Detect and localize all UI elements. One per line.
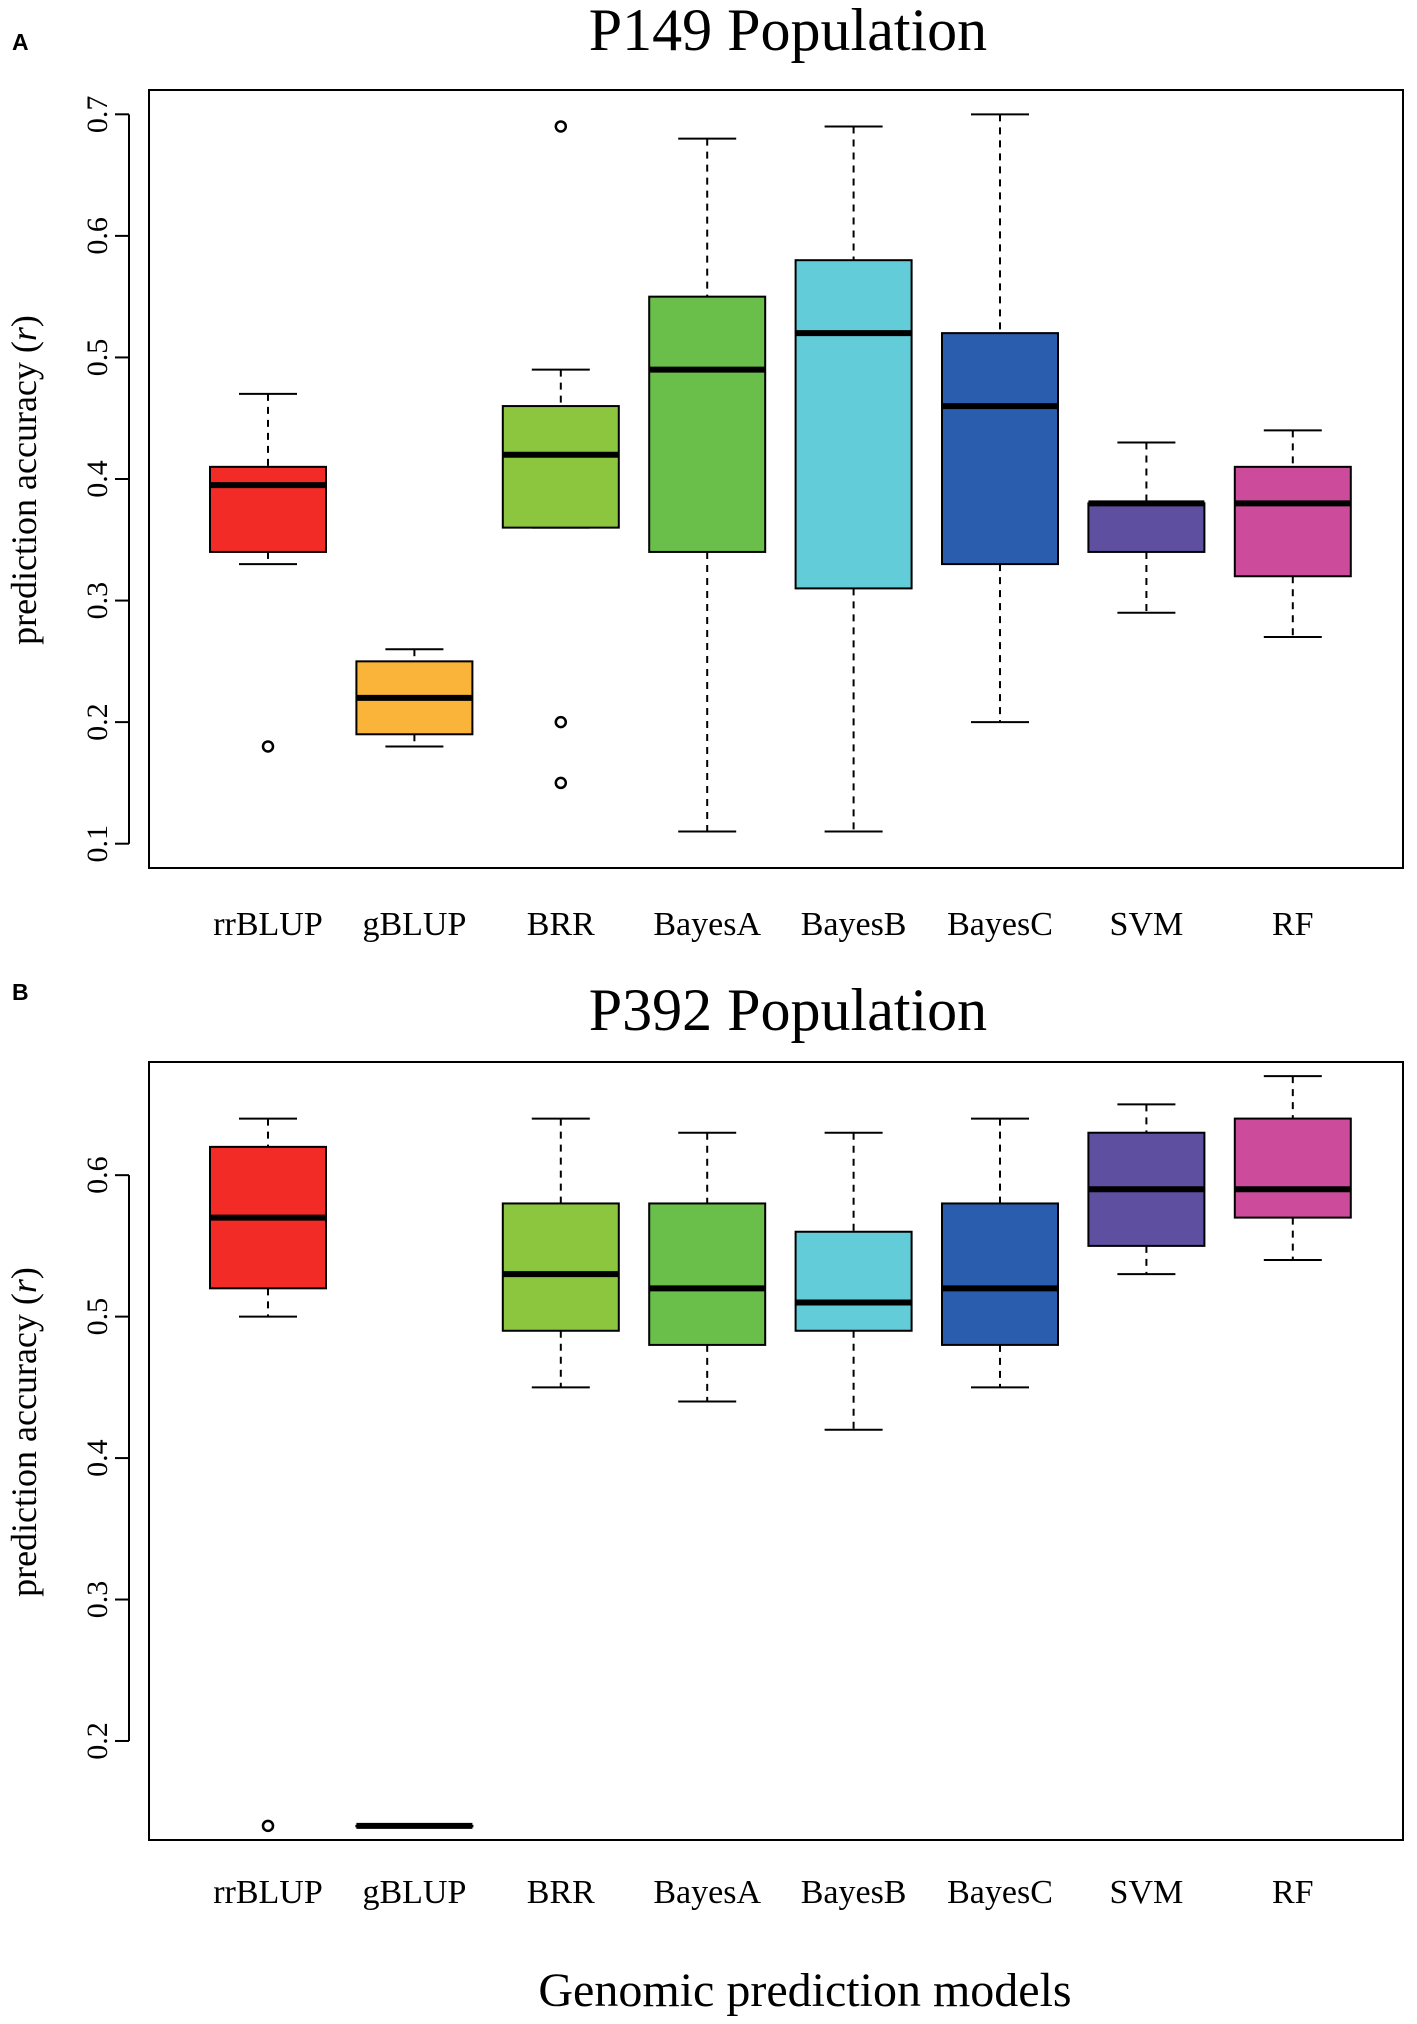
panel-b-y-axis-label-main: prediction accuracy ( bbox=[4, 1293, 44, 1597]
panel-a-axes: 0.1 0.2 0.3 0.4 0.5 0.6 0.7 bbox=[81, 96, 130, 863]
panel-b-y-tick-label: 0.5 bbox=[81, 1298, 114, 1336]
x-tick-label: BRR bbox=[527, 906, 595, 943]
panel-b-box-bayesb: BayesB bbox=[794, 1131, 913, 1911]
panel-a-title: P149 Population bbox=[589, 0, 987, 63]
panel-a-y-axis-label-main: prediction accuracy ( bbox=[4, 341, 44, 645]
panel-b: B P392 Population prediction accuracy (r… bbox=[4, 977, 1404, 1911]
x-tick-label: BayesA bbox=[653, 906, 761, 943]
x-tick-label: BayesB bbox=[801, 1874, 907, 1911]
panel-b-y-axis-label-close: ) bbox=[4, 1267, 44, 1279]
x-tick-label: BayesC bbox=[947, 1874, 1053, 1911]
panel-b-box-rrblup: rrBLUP bbox=[209, 1117, 327, 1911]
panel-a-label: A bbox=[12, 29, 29, 55]
panel-a-y-axis-label-close: ) bbox=[4, 315, 44, 327]
x-tick-label: RF bbox=[1272, 1874, 1314, 1911]
x-tick-label: BayesA bbox=[653, 1874, 761, 1911]
panel-a-y-tick-label: 0.2 bbox=[81, 703, 114, 741]
panel-a-y-axis-label-var: r bbox=[4, 326, 44, 341]
panel-b-plot-frame bbox=[148, 1061, 1404, 1841]
x-tick-label: BRR bbox=[527, 1874, 595, 1911]
box-body bbox=[1233, 465, 1352, 578]
panel-b-box-rf: RF bbox=[1233, 1075, 1352, 1911]
box-body bbox=[1233, 1117, 1352, 1219]
panel-a-box-bayesc: BayesC bbox=[941, 113, 1059, 943]
panel-b-y-tick-label: 0.2 bbox=[81, 1722, 114, 1760]
panel-a-box-brr: BRR bbox=[501, 120, 620, 943]
panel-b-axes: 0.2 0.3 0.4 0.5 0.6 bbox=[81, 1156, 130, 1760]
box-body bbox=[794, 1230, 913, 1332]
panel-a-box-rf: RF bbox=[1233, 429, 1352, 943]
outlier-point bbox=[261, 740, 275, 753]
panel-b-y-tick-label: 0.3 bbox=[81, 1581, 114, 1619]
outlier-point bbox=[554, 120, 568, 133]
panel-b-boxes: rrBLUP gBLUP BRR BayesA BayesB BayesC SVM RF bbox=[209, 1075, 1352, 1911]
panel-a-y-tick-label: 0.1 bbox=[81, 825, 114, 863]
panel-a-plot-frame bbox=[148, 89, 1404, 869]
panel-a: A P149 Population prediction accuracy (r… bbox=[4, 0, 1404, 943]
outlier-point bbox=[554, 715, 568, 729]
x-tick-label: BayesB bbox=[801, 906, 907, 943]
x-tick-label: SVM bbox=[1110, 1874, 1184, 1911]
box-body bbox=[648, 295, 767, 553]
panel-b-box-bayesa: BayesA bbox=[648, 1131, 767, 1911]
x-tick-label: SVM bbox=[1110, 906, 1184, 943]
panel-a-box-gblup: gBLUP bbox=[355, 648, 474, 943]
x-tick-label: gBLUP bbox=[362, 1874, 466, 1911]
box-body bbox=[209, 465, 327, 553]
panel-b-y-axis-label-var: r bbox=[4, 1278, 44, 1293]
x-tick-label: RF bbox=[1272, 906, 1314, 943]
panel-a-box-bayesb: BayesB bbox=[794, 125, 913, 943]
box-body bbox=[501, 1202, 620, 1332]
panel-b-y-tick-label: 0.4 bbox=[81, 1439, 114, 1477]
panel-b-y-axis-label: prediction accuracy (r) bbox=[4, 1267, 44, 1597]
x-tick-label: gBLUP bbox=[362, 906, 466, 943]
panel-b-y-tick-label: 0.6 bbox=[81, 1156, 114, 1194]
outlier-point bbox=[554, 776, 568, 790]
panel-a-y-tick-label: 0.3 bbox=[81, 582, 114, 620]
box-body bbox=[501, 405, 620, 529]
panel-a-y-tick-label: 0.5 bbox=[81, 339, 114, 377]
panel-a-box-rrblup: rrBLUP bbox=[209, 392, 327, 943]
panel-b-label: B bbox=[12, 979, 29, 1005]
box-body bbox=[648, 1202, 767, 1346]
panel-b-box-bayesc: BayesC bbox=[941, 1117, 1059, 1911]
panel-a-y-axis-label: prediction accuracy (r) bbox=[4, 315, 44, 645]
panel-a-y-tick-label: 0.4 bbox=[81, 460, 114, 498]
panel-a-box-bayesa: BayesA bbox=[648, 137, 767, 943]
box-body bbox=[941, 332, 1059, 566]
box-body bbox=[1087, 502, 1206, 553]
x-tick-label: rrBLUP bbox=[213, 1874, 323, 1911]
x-tick-label: rrBLUP bbox=[213, 906, 323, 943]
x-axis-title: Genomic prediction models bbox=[538, 1964, 1071, 2017]
panel-a-y-tick-label: 0.6 bbox=[81, 217, 114, 255]
panel-a-boxes: rrBLUP gBLUP BRR BayesA BayesB BayesC SVM RF bbox=[209, 113, 1352, 943]
box-body bbox=[794, 259, 913, 590]
panel-b-box-svm: SVM bbox=[1087, 1103, 1206, 1911]
panel-a-box-svm: SVM bbox=[1087, 441, 1206, 943]
panel-b-box-gblup: gBLUP bbox=[355, 1822, 474, 1911]
x-tick-label: BayesC bbox=[947, 906, 1053, 943]
outlier-point bbox=[261, 1819, 275, 1833]
panel-b-title: P392 Population bbox=[589, 977, 987, 1043]
panel-b-box-brr: BRR bbox=[501, 1117, 620, 1911]
box-body bbox=[941, 1202, 1059, 1346]
panel-a-y-tick-label: 0.7 bbox=[81, 96, 114, 134]
